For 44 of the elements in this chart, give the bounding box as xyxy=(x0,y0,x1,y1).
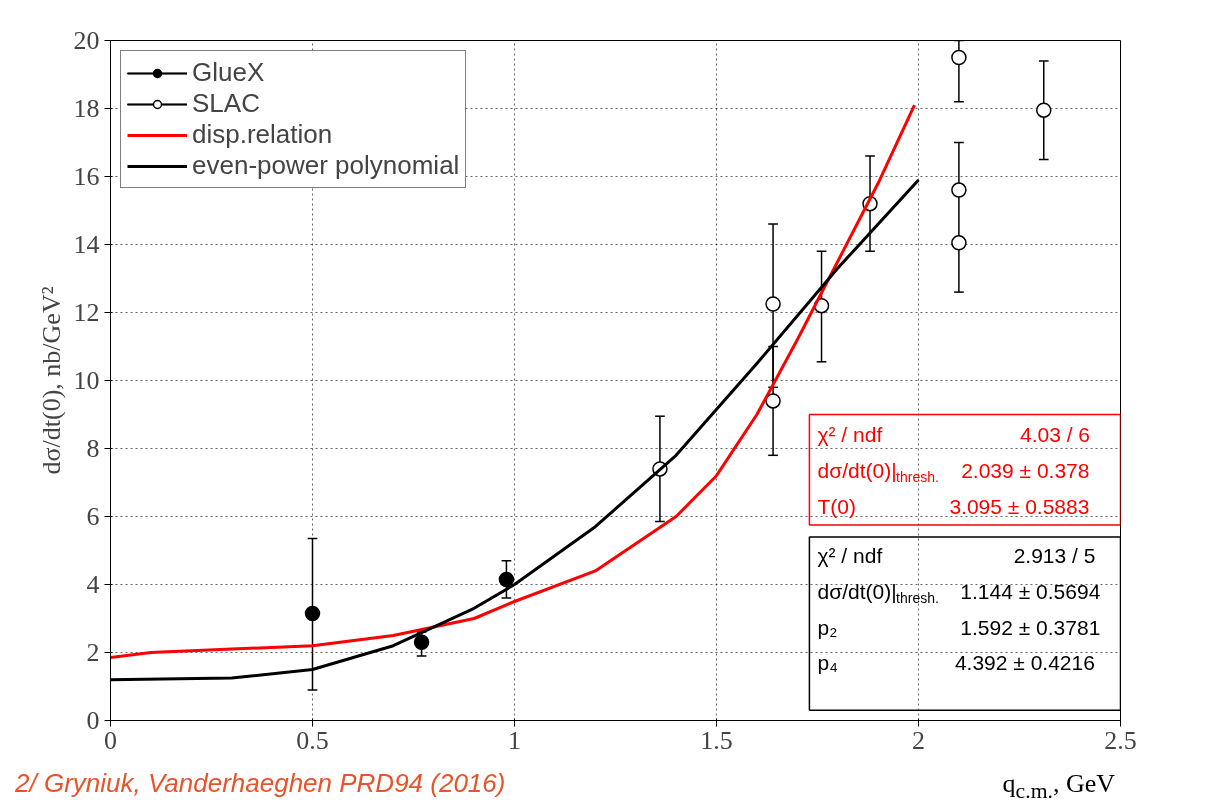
annotation: 1.144 ± 0.5694 xyxy=(960,579,1101,603)
y-tick-label: 2 xyxy=(86,638,100,667)
y-tick-label: 4 xyxy=(86,570,100,599)
legend-label: even-power polynomial xyxy=(192,150,460,181)
annotation: p₂ xyxy=(817,615,838,639)
annotation: χ² / ndf xyxy=(817,423,883,447)
text: 2/ Gryniuk, Vanderhaeghen PRD94 (2016) xyxy=(15,767,506,800)
annotation: 4.392 ± 0.4216 xyxy=(954,651,1095,675)
legend-label: disp.relation xyxy=(192,119,333,150)
x-tick-label: 0.5 xyxy=(296,725,329,755)
x-tick-label: 2.5 xyxy=(1104,725,1137,755)
y-tick-label: 14 xyxy=(73,230,100,259)
x-tick-label: 1 xyxy=(508,725,521,755)
y-tick-label: 20 xyxy=(73,26,100,55)
legend-label: SLAC xyxy=(192,88,260,119)
point xyxy=(1035,102,1052,118)
y-tick-label: 12 xyxy=(73,298,100,327)
annotation: p₄ xyxy=(817,651,838,675)
y-tick-label: 6 xyxy=(86,502,100,531)
x-axis-title: q$_{c.m.}$, GeV xyxy=(1002,768,1115,803)
point xyxy=(765,393,781,409)
point xyxy=(413,634,430,651)
annotation: 4.03 / 6 xyxy=(1019,423,1091,447)
x-tick-label: 1.5 xyxy=(700,725,733,755)
point xyxy=(304,605,321,622)
annotation: T(0) xyxy=(817,494,856,518)
point xyxy=(951,235,967,251)
y-tick-label: 8 xyxy=(86,434,100,463)
annotation: 2.039 ± 0.378 xyxy=(961,459,1090,483)
point xyxy=(498,571,515,588)
annotation: 3.095 ± 0.5883 xyxy=(949,494,1090,518)
point xyxy=(951,49,967,66)
annotation: 2.913 / 5 xyxy=(1013,544,1096,568)
legend-label: GlueX xyxy=(192,57,265,88)
point xyxy=(951,182,967,198)
annotation: χ² / ndf xyxy=(817,544,883,568)
point xyxy=(765,296,781,312)
y-tick-label: 18 xyxy=(73,94,100,123)
annotation: 1.592 ± 0.3781 xyxy=(960,615,1101,639)
y-axis-title: dσ/dt(0), nb/GeV² xyxy=(36,286,66,475)
y-tick-label: 16 xyxy=(73,162,100,191)
y-tick-label: 0 xyxy=(86,706,100,735)
y-tick-label: 10 xyxy=(73,366,100,395)
x-tick-label: 2 xyxy=(912,725,925,755)
